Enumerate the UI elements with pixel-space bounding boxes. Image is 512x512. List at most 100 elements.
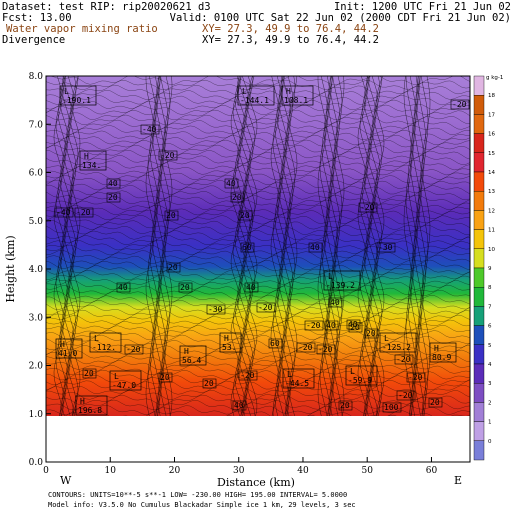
contour-line <box>71 76 81 416</box>
y-tick-label: 5.0 <box>29 217 44 227</box>
contour-line <box>46 339 470 351</box>
contour-value: 20 <box>430 398 440 407</box>
extremum-box <box>323 270 361 291</box>
contour-value-label: 20 <box>238 210 253 221</box>
contour-line <box>325 76 335 416</box>
contour-line <box>46 224 470 236</box>
colorbar-label: 8 <box>488 285 492 291</box>
contour-line <box>55 76 65 416</box>
contour-line <box>161 76 171 416</box>
extremum-label: L-47.0 <box>109 370 142 391</box>
contour-value-label: -20 <box>304 320 324 331</box>
contour-line <box>61 76 71 416</box>
colorbar-swatch <box>473 190 485 211</box>
contour-line <box>46 304 470 316</box>
contour-value-label: 20 <box>428 397 443 408</box>
contour-value-label: 60 <box>268 338 283 349</box>
contour-line <box>46 204 470 216</box>
contour-value-label: 20 <box>178 282 193 293</box>
contour-line <box>46 289 470 301</box>
contour-value: 40 <box>348 320 358 329</box>
contour-line <box>46 234 470 246</box>
colorbar-label: 17 <box>488 112 495 118</box>
extremum-type: L <box>328 272 333 281</box>
contour-value-label: -40 <box>54 207 74 218</box>
contour-value: 20 <box>232 193 242 202</box>
contour-value: -20 <box>160 151 175 160</box>
contour-line <box>46 164 470 176</box>
contour-value-box <box>166 262 181 273</box>
contour-line <box>46 420 470 430</box>
contour-value: 20 <box>366 329 376 338</box>
colorbar-swatch <box>473 363 485 384</box>
colorbar-swatch <box>473 402 485 422</box>
field2-text: Divergence <box>2 34 65 46</box>
contour-line <box>46 269 470 281</box>
colorbar-swatch <box>473 210 485 230</box>
extremum-type: H <box>184 347 189 356</box>
contour-line <box>246 76 256 416</box>
colorbar-swatch <box>473 114 485 134</box>
divergence-contours <box>46 76 470 430</box>
contour-value: 20 <box>340 401 350 410</box>
extremum-type: H <box>286 87 291 96</box>
contour-line <box>46 239 470 251</box>
contour-value: 20 <box>160 373 170 382</box>
extremum-value: 80.9 <box>432 353 451 362</box>
contour-value: -20 <box>452 100 467 109</box>
contour-value-label: -20 <box>396 390 416 401</box>
contour-value: -20 <box>76 208 91 217</box>
contour-value-box <box>158 150 178 161</box>
contour-value: -30 <box>378 243 393 252</box>
field1-text: Water vapor mixing ratio <box>6 23 158 35</box>
contour-line <box>46 259 470 271</box>
colorbar-swatch <box>473 248 485 269</box>
contour-value-box <box>346 319 361 330</box>
extremum-label: L-112. <box>89 332 122 353</box>
contour-value-label: 100 <box>382 402 402 413</box>
x-axis-ticks: 0 10 20 30 40 50 60 <box>43 457 437 476</box>
contour-value: 20 <box>108 193 118 202</box>
contour-line <box>46 95 470 106</box>
contour-line <box>46 379 470 391</box>
extremum-box <box>79 150 107 171</box>
contour-line <box>232 76 242 416</box>
contour-line <box>375 76 385 416</box>
contour-line <box>157 76 167 416</box>
colorbar-label: 16 <box>488 132 495 138</box>
contour-line <box>46 194 470 206</box>
contour-value: 40 <box>118 283 128 292</box>
contour-value-label: 20 <box>82 368 97 379</box>
contour-value: -20 <box>258 303 273 312</box>
y-tick-label: 8.0 <box>29 72 44 82</box>
contour-line <box>46 404 470 416</box>
extremum-box <box>429 342 457 363</box>
colorbar-swatch <box>473 421 485 442</box>
contour-value-label: 20 <box>348 322 363 333</box>
extremum-box <box>379 332 417 353</box>
contour-value-box <box>394 354 414 365</box>
contour-value-box <box>74 207 94 218</box>
contour-line <box>46 209 470 221</box>
extremum-value: -125.2 <box>382 343 411 352</box>
contour-value-box <box>296 342 316 353</box>
contour-value: 20 <box>166 211 176 220</box>
extremum-box <box>109 370 142 391</box>
contour-line <box>46 104 470 116</box>
colorbar-label: 9 <box>488 266 492 272</box>
contour-value-box <box>450 99 470 110</box>
colorbar-swatch <box>473 94 485 115</box>
contour-line <box>46 314 470 326</box>
colorbar-swatch <box>473 267 485 288</box>
colorbar-swatch <box>473 383 485 403</box>
contour-line <box>415 76 425 416</box>
extremum-box <box>345 365 378 386</box>
contour-line <box>46 254 470 266</box>
contour-line <box>159 76 169 416</box>
contour-value-label: -40 <box>140 124 160 135</box>
colorbar-label: 4 <box>488 362 492 368</box>
contour-value: -20 <box>396 355 411 364</box>
contour-value-label: -20 <box>158 150 178 161</box>
x-tick-label: 30 <box>233 466 245 476</box>
